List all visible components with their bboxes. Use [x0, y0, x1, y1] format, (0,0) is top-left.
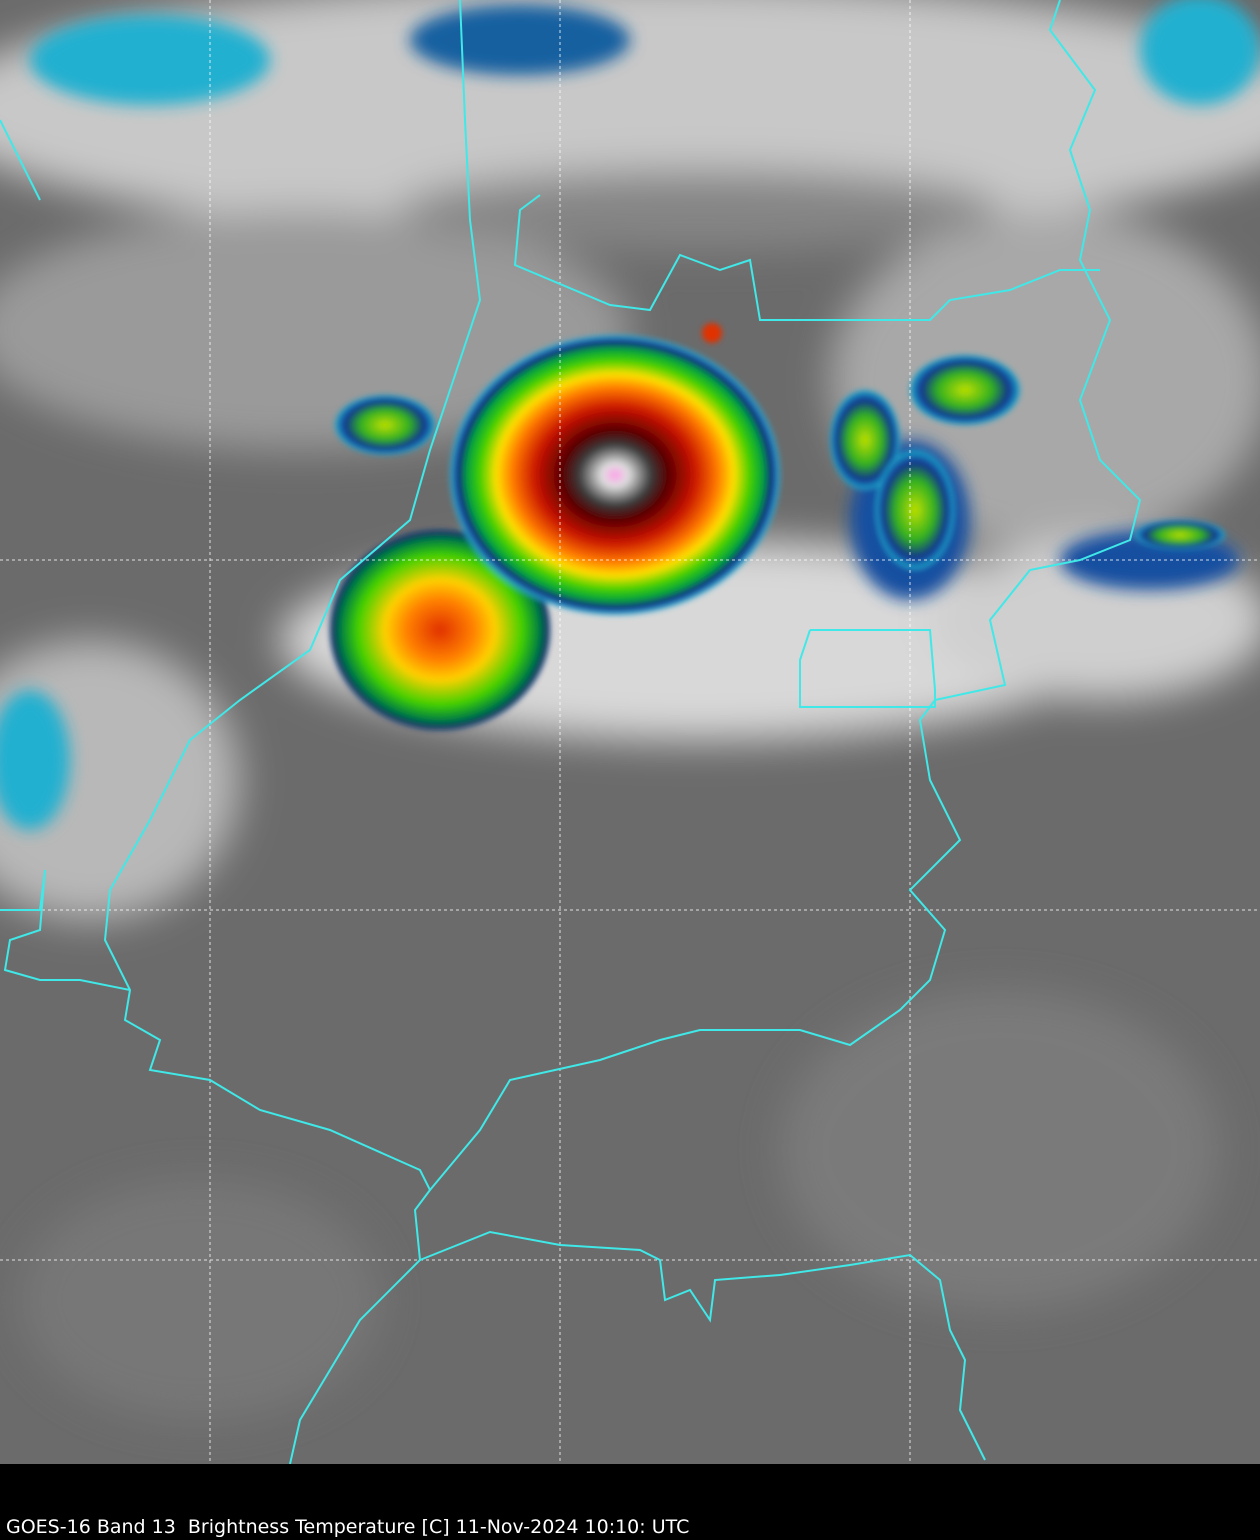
borders	[0, 0, 1142, 1464]
clouds	[0, 0, 1260, 1420]
grid	[0, 0, 1260, 1464]
storms	[330, 323, 1225, 730]
satellite-image	[0, 0, 1260, 1464]
caption: GOES-16 Band 13 Brightness Temperature […	[6, 1516, 690, 1538]
